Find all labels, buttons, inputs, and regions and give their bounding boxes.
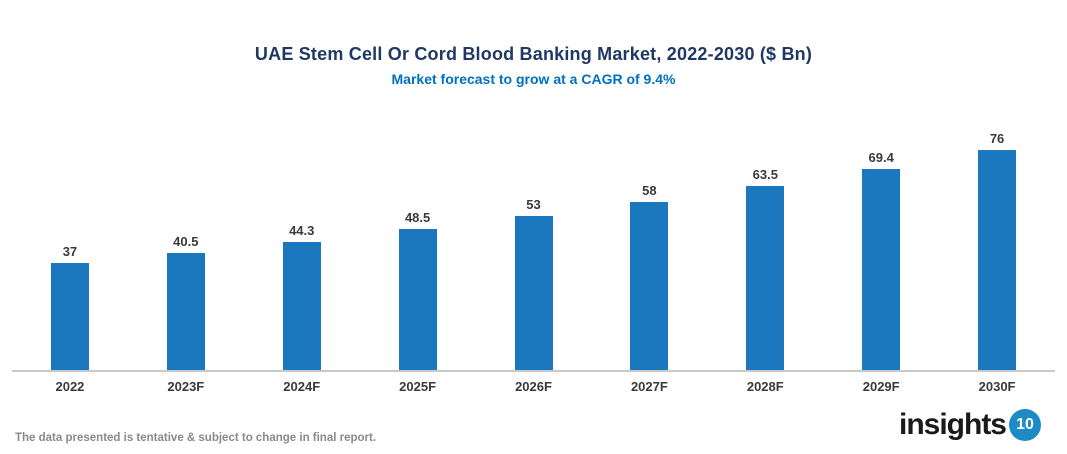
bar-value-label: 63.5 xyxy=(752,167,778,182)
bar-value-label: 53 xyxy=(526,197,541,212)
bar-column: 44.3 xyxy=(244,223,360,370)
bar-column: 63.5 xyxy=(707,167,823,370)
bar-value-label: 58 xyxy=(642,183,657,198)
insights10-logo: insights 10 xyxy=(899,408,1041,442)
bar xyxy=(282,242,321,370)
bar-value-label: 76 xyxy=(989,131,1005,146)
bar-column: 58 xyxy=(591,183,707,370)
bar-chart: 37 40.5 44.3 48.5 53 58 63.5 69.4 76 2022 2023F 20… xyxy=(12,128,1055,394)
bar-value-label: 69.4 xyxy=(868,150,894,165)
bar-value-label: 40.5 xyxy=(173,234,199,249)
chart-header: UAE Stem Cell Or Cord Blood Banking Mark… xyxy=(0,0,1067,87)
chart-title: UAE Stem Cell Or Cord Blood Banking Mark… xyxy=(254,44,813,64)
x-axis: 2022 2023F 2024F 2025F 2026F 2027F 2028F 2029F 2… xyxy=(12,372,1055,394)
bar-column: 40.5 xyxy=(128,234,244,370)
bar-column: 37 xyxy=(12,244,128,370)
bar-column: 69.4 xyxy=(823,150,939,370)
bar xyxy=(862,169,901,370)
x-axis-label: 2028F xyxy=(746,379,784,394)
logo-text: insights xyxy=(898,408,1007,441)
bar xyxy=(746,186,785,370)
bar xyxy=(630,202,669,370)
chart-subtitle: Market forecast to grow at a CAGR of 9.4… xyxy=(391,71,676,87)
x-axis-label: 2029F xyxy=(862,379,900,394)
x-axis-label: 2030F xyxy=(978,379,1016,394)
bar xyxy=(50,263,89,370)
x-axis-label: 2024F xyxy=(283,379,321,394)
bar-value-label: 37 xyxy=(62,244,78,259)
disclaimer-text: The data presented is tentative & subjec… xyxy=(15,432,377,444)
bar xyxy=(514,216,553,370)
bar-column: 76 xyxy=(939,131,1055,370)
x-axis-label: 2022 xyxy=(55,379,85,394)
x-axis-label: 2025F xyxy=(399,379,437,394)
bar xyxy=(978,150,1017,370)
bar-chart-plot-area: 37 40.5 44.3 48.5 53 58 63.5 69.4 76 xyxy=(12,128,1055,372)
bar xyxy=(398,229,437,370)
x-axis-label: 2027F xyxy=(630,379,668,394)
bar-column: 53 xyxy=(476,197,592,370)
bar-column: 48.5 xyxy=(360,210,476,370)
bar-value-label: 48.5 xyxy=(404,210,431,225)
x-axis-label: 2026F xyxy=(515,379,552,394)
logo-badge: 10 xyxy=(1009,409,1041,441)
bar-value-label: 44.3 xyxy=(289,223,315,238)
bar xyxy=(166,253,205,370)
x-axis-label: 2023F xyxy=(167,379,205,394)
